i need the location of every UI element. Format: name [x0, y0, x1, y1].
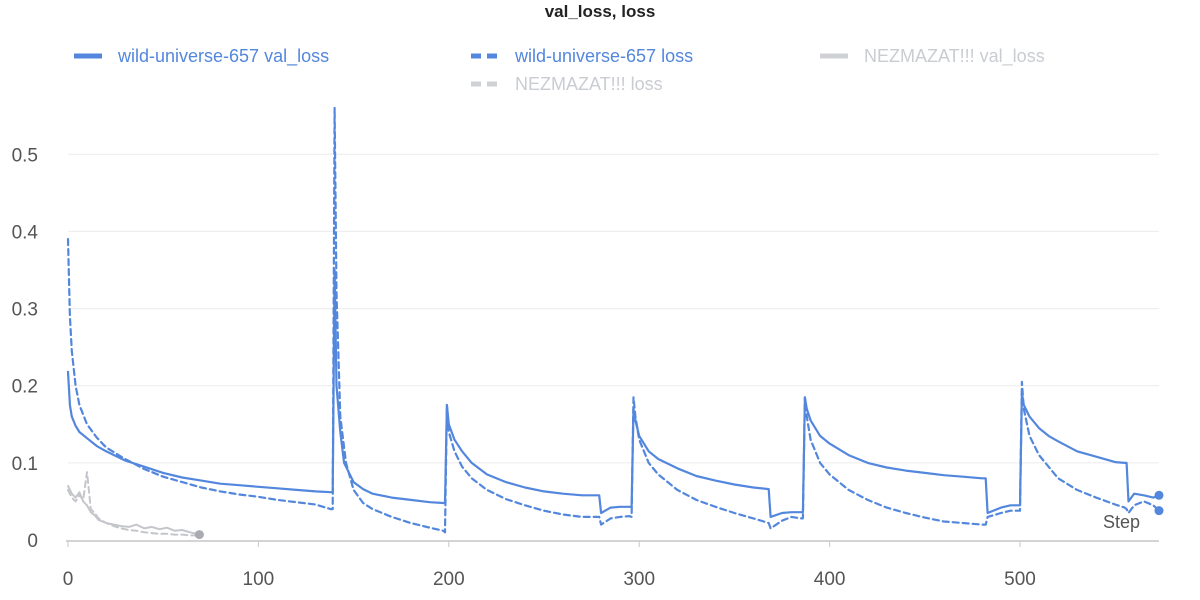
- series-end-marker: [1154, 506, 1164, 516]
- legend-swatch-dashed: [471, 53, 499, 59]
- end-markers: [194, 490, 1164, 540]
- legend-item[interactable]: wild-universe-657 loss: [471, 45, 693, 67]
- chart-title: val_loss, loss: [544, 2, 656, 21]
- x-tick-label: 100: [243, 569, 275, 590]
- legend-swatch-dashed: [471, 81, 499, 87]
- x-tick-label: 0: [63, 569, 74, 590]
- x-tick-label: 200: [433, 569, 465, 590]
- x-axis-label: Step: [1103, 512, 1140, 532]
- legend-swatch-solid: [820, 53, 848, 59]
- series-end-marker: [194, 530, 204, 540]
- x-tick-label: 300: [623, 569, 655, 590]
- legend-item[interactable]: wild-universe-657 val_loss: [74, 45, 329, 67]
- legend-label: wild-universe-657 loss: [515, 46, 694, 66]
- legend-label: NEZMAZAT!!! val_loss: [864, 46, 1045, 66]
- y-tick-label: 0.3: [12, 300, 38, 321]
- legend: wild-universe-657 val_loss wild-universe…: [0, 0, 1200, 100]
- y-tick-label: 0.1: [12, 454, 38, 475]
- series-line: [67, 485, 201, 536]
- y-tick-label: 0.5: [12, 145, 38, 166]
- legend-item[interactable]: NEZMAZAT!!! loss: [471, 73, 663, 95]
- series-line: [67, 471, 199, 537]
- grid: [68, 153, 1159, 464]
- legend-item[interactable]: NEZMAZAT!!! val_loss: [820, 45, 1045, 67]
- legend-label: wild-universe-657 val_loss: [118, 46, 330, 66]
- legend-label: NEZMAZAT!!! loss: [515, 74, 663, 94]
- y-tick-label: 0.4: [12, 222, 39, 243]
- series-line: [66, 106, 1161, 534]
- series-end-marker: [1154, 490, 1164, 500]
- axes: 0 0.1 0.2 0.3 0.4 0.5 0 100 200 300 400 500: [12, 145, 1159, 590]
- series-group: [66, 106, 1161, 537]
- y-tick-label: 0.2: [12, 377, 38, 398]
- x-tick-label: 400: [814, 569, 846, 590]
- series-line: [66, 268, 1161, 519]
- x-tick-label: 500: [1004, 569, 1036, 590]
- y-tick-label: 0: [27, 531, 38, 552]
- legend-swatch-solid: [74, 53, 102, 59]
